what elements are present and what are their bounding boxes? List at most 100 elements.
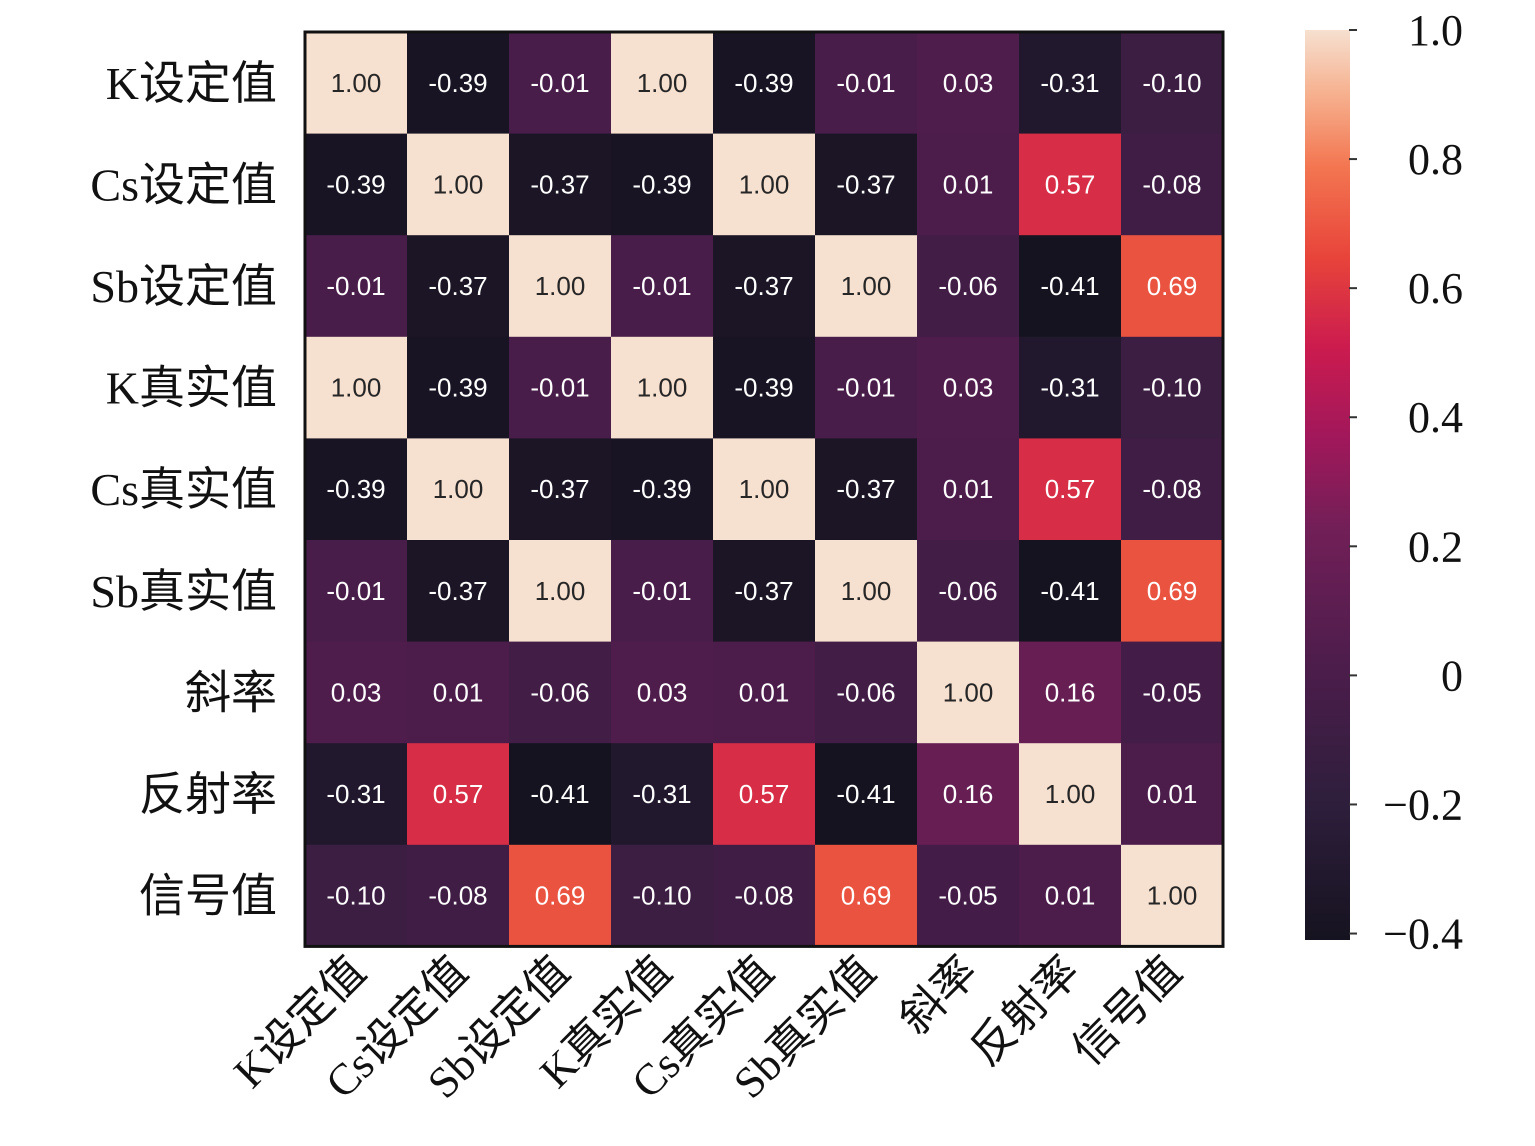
row-label: Sb设定值 xyxy=(90,261,277,312)
heatmap-cell xyxy=(1121,844,1224,947)
cell-value-label: -0.41 xyxy=(1040,576,1099,606)
cell-value-label: -0.01 xyxy=(836,373,895,403)
cell-value-label: -0.01 xyxy=(326,576,385,606)
heatmap-cell xyxy=(713,540,816,643)
heatmap-cell xyxy=(407,844,510,947)
heatmap-cell xyxy=(815,133,918,236)
cell-value-label: -0.39 xyxy=(428,373,487,403)
cell-value-label: 0.57 xyxy=(433,779,484,809)
heatmap-cell xyxy=(815,438,918,541)
cell-value-label: 0.03 xyxy=(637,677,688,707)
heatmap-cell xyxy=(713,133,816,236)
cell-value-label: -0.01 xyxy=(632,271,691,301)
heatmap-cell xyxy=(1121,32,1224,135)
colorbar-tick-label: 1.0 xyxy=(1408,6,1463,55)
heatmap-cell xyxy=(713,235,816,338)
colorbar-tick-label: 0.8 xyxy=(1408,135,1463,184)
cell-value-label: 1.00 xyxy=(841,271,892,301)
heatmap-cell xyxy=(917,641,1020,744)
cell-value-label: -0.41 xyxy=(1040,271,1099,301)
row-label: 信号值 xyxy=(139,871,277,922)
cell-value-label: 1.00 xyxy=(739,169,790,199)
cell-value-label: -0.41 xyxy=(530,779,589,809)
cell-value-label: -0.01 xyxy=(530,68,589,98)
heatmap-cell xyxy=(305,235,408,338)
cell-value-label: -0.10 xyxy=(1142,68,1201,98)
cell-value-label: -0.05 xyxy=(938,881,997,911)
cell-value-label: 1.00 xyxy=(637,373,688,403)
cell-value-label: -0.08 xyxy=(1142,169,1201,199)
heatmap-cell xyxy=(1121,438,1224,541)
heatmap-cell xyxy=(917,438,1020,541)
cell-value-label: 0.57 xyxy=(739,779,790,809)
colorbar-tick-label: 0.4 xyxy=(1408,393,1463,442)
cell-value-label: 1.00 xyxy=(535,271,586,301)
heatmap-cell xyxy=(509,844,612,947)
cell-value-label: 1.00 xyxy=(739,474,790,504)
heatmap-cell xyxy=(1121,235,1224,338)
heatmap-cell xyxy=(611,336,714,439)
cell-value-label: -0.31 xyxy=(326,779,385,809)
cell-value-label: 0.69 xyxy=(1147,271,1198,301)
cell-value-label: -0.37 xyxy=(734,271,793,301)
cell-value-label: 0.57 xyxy=(1045,169,1096,199)
column-label: 反射率 xyxy=(961,947,1089,1075)
heatmap-cell xyxy=(407,743,510,846)
heatmap-cell xyxy=(713,641,816,744)
heatmap-cell xyxy=(611,438,714,541)
heatmap-cell xyxy=(713,32,816,135)
cell-value-label: -0.06 xyxy=(836,677,895,707)
cell-value-label: 0.03 xyxy=(331,677,382,707)
row-label: Cs真实值 xyxy=(90,464,277,515)
heatmap-cell xyxy=(1019,743,1122,846)
heatmap-cell xyxy=(509,540,612,643)
heatmap-cell xyxy=(509,336,612,439)
heatmap-cell xyxy=(1121,133,1224,236)
cell-value-label: -0.01 xyxy=(326,271,385,301)
cell-value-label: -0.37 xyxy=(428,271,487,301)
cell-value-label: 0.03 xyxy=(943,68,994,98)
cell-value-label: 0.16 xyxy=(1045,677,1096,707)
cell-value-label: -0.31 xyxy=(1040,68,1099,98)
colorbar-ticks: 1.0 0.8 0.6 0.4 0.2 0 −0.2 −0.4 xyxy=(1349,6,1463,959)
heatmap-cell xyxy=(407,641,510,744)
colorbar-tick-label: 0.2 xyxy=(1408,522,1463,571)
heatmap-cell xyxy=(713,743,816,846)
cell-value-label: -0.08 xyxy=(1142,474,1201,504)
cell-value-label: -0.10 xyxy=(632,881,691,911)
cell-value-label: -0.31 xyxy=(1040,373,1099,403)
heatmap-cell xyxy=(509,438,612,541)
heatmap-cell xyxy=(917,133,1020,236)
heatmap-cell xyxy=(815,336,918,439)
cell-value-label: -0.37 xyxy=(428,576,487,606)
heatmap-cell xyxy=(611,235,714,338)
heatmap-cell xyxy=(815,32,918,135)
cell-value-label: -0.39 xyxy=(326,169,385,199)
cell-value-label: 0.01 xyxy=(943,474,994,504)
heatmap-cell xyxy=(1019,844,1122,947)
heatmap-cell xyxy=(815,641,918,744)
row-label: 斜率 xyxy=(185,667,277,718)
heatmap-cell xyxy=(1121,743,1224,846)
heatmap-cell xyxy=(305,32,408,135)
heatmap-cell xyxy=(815,540,918,643)
heatmap-cell xyxy=(509,641,612,744)
cell-value-label: 0.69 xyxy=(841,881,892,911)
heatmap-cell xyxy=(1019,32,1122,135)
cell-value-label: 0.01 xyxy=(739,677,790,707)
heatmap-cell xyxy=(917,336,1020,439)
cell-value-label: -0.08 xyxy=(428,881,487,911)
heatmap-cell xyxy=(917,743,1020,846)
heatmap-cell xyxy=(1121,641,1224,744)
colorbar-tick-label: −0.4 xyxy=(1383,910,1463,959)
cell-value-label: 1.00 xyxy=(841,576,892,606)
cell-value-label: -0.06 xyxy=(938,576,997,606)
cell-value-label: -0.37 xyxy=(734,576,793,606)
heatmap-cell xyxy=(815,844,918,947)
heatmap-cell xyxy=(713,336,816,439)
row-label: K设定值 xyxy=(106,58,277,109)
cell-value-label: 0.69 xyxy=(1147,576,1198,606)
colorbar xyxy=(1305,30,1350,940)
cell-value-label: -0.37 xyxy=(530,474,589,504)
